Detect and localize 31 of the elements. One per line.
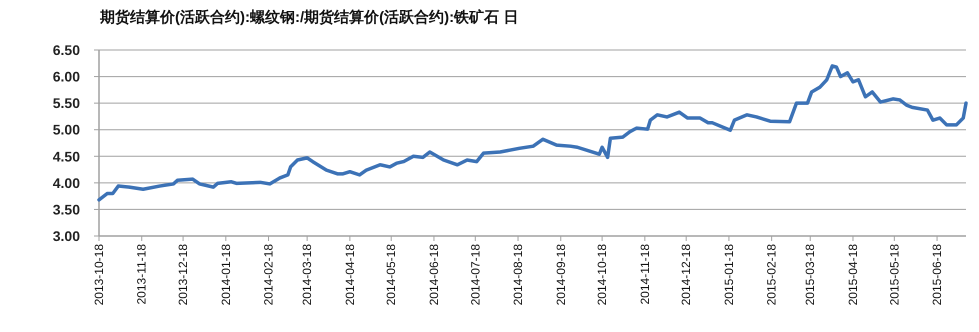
x-tick-label: 2014-05-18: [384, 244, 398, 306]
x-tick-label: 2014-07-18: [468, 244, 482, 306]
x-tick-label: 2014-09-18: [554, 244, 568, 306]
x-tick-label: 2015-02-18: [764, 244, 779, 306]
x-tick-label: 2014-03-18: [300, 244, 314, 306]
line-series: [97, 64, 968, 202]
x-tick-label: 2015-05-18: [887, 244, 902, 306]
x-tick-label: 2014-02-18: [262, 244, 276, 306]
y-tick-label: 3.00: [52, 228, 80, 244]
y-tick-label: 4.50: [52, 148, 80, 164]
y-tick-label: 4.00: [52, 174, 80, 191]
chart-title: 期货结算价(活跃合约):螺纹钢:/期货结算价(活跃合约):铁矿石 日: [99, 8, 518, 26]
x-tick-label: 2015-03-18: [803, 244, 818, 306]
x-tick-label: 2015-06-18: [930, 244, 944, 306]
x-tick-label: 2013-10-18: [92, 244, 106, 306]
y-tick-label: 3.50: [52, 201, 80, 218]
x-tick-label: 2014-10-18: [595, 244, 610, 306]
x-tick-label: 2013-12-18: [176, 244, 190, 306]
y-tick-label: 6.00: [52, 68, 80, 85]
x-tick-label: 2014-01-18: [218, 244, 233, 306]
x-tick-label: 2014-06-18: [426, 244, 441, 306]
x-tick-label: 2015-01-18: [722, 244, 736, 306]
y-tick-label: 6.50: [52, 42, 80, 58]
x-tick-label: 2014-12-18: [679, 244, 694, 306]
y-tick-label: 5.50: [52, 95, 80, 112]
x-tick-label: 2014-04-18: [342, 244, 357, 306]
x-tick-label: 2014-11-18: [638, 244, 652, 304]
x-tick-label: 2013-11-18: [134, 244, 149, 304]
x-tick-label: 2014-08-18: [511, 244, 526, 306]
x-tick-label: 2015-04-18: [846, 244, 860, 306]
y-tick-label: 5.00: [52, 122, 80, 138]
